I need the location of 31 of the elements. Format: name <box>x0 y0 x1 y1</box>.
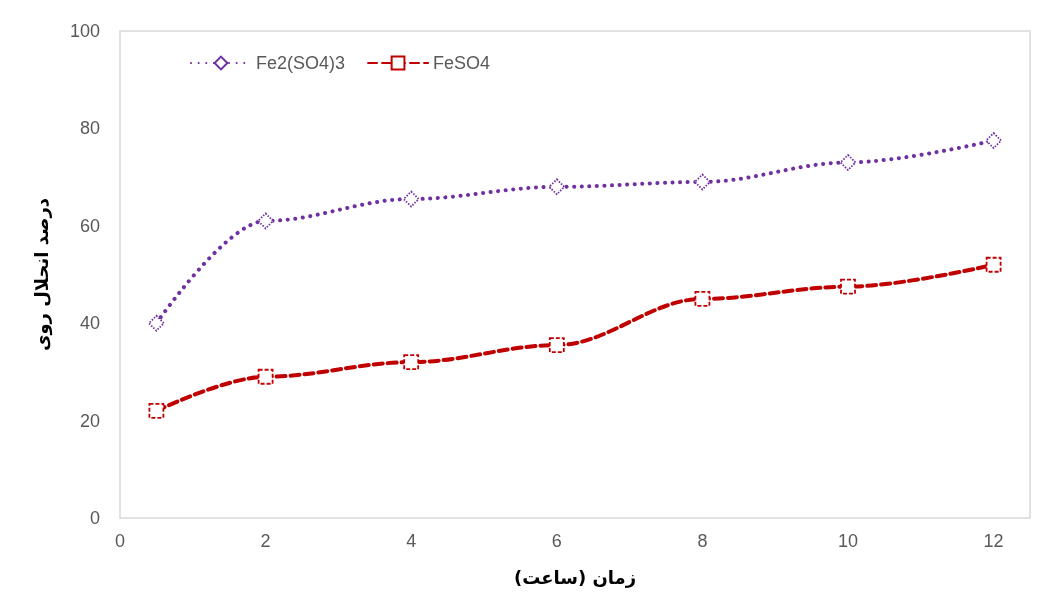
point <box>403 354 420 371</box>
point <box>257 368 274 385</box>
point <box>985 132 1002 149</box>
y-tick-label: 40 <box>79 313 100 334</box>
x-tick-label: 6 <box>551 531 562 551</box>
x-axis-title: زمان (ساعت) <box>513 566 637 588</box>
point <box>402 190 420 208</box>
x-tick-label: 10 <box>837 531 859 551</box>
x-tick-label: 4 <box>406 531 417 551</box>
point <box>257 212 274 230</box>
point <box>985 256 1002 273</box>
point <box>548 337 565 354</box>
y-tick-label: 0 <box>89 508 100 528</box>
y-tick-label: 20 <box>79 410 100 431</box>
y-tick-label: 80 <box>79 118 100 139</box>
point <box>839 154 857 171</box>
y-tick-label: 100 <box>69 21 100 41</box>
y-tick-label: 60 <box>79 215 100 236</box>
legend-label: Fe2(SO4)3 <box>256 53 346 73</box>
point <box>148 314 165 332</box>
x-tick-label: 0 <box>114 531 126 551</box>
x-tick-label: 2 <box>260 531 271 551</box>
point <box>840 278 856 295</box>
point <box>548 178 566 196</box>
y-axis-title: درصد انحلال روی <box>30 197 53 352</box>
point <box>148 402 165 419</box>
x-tick-label: 8 <box>697 531 708 551</box>
point <box>694 173 711 191</box>
x-tick-label: 12 <box>983 531 1004 551</box>
point <box>694 290 711 307</box>
legend-label: FeSO4 <box>433 53 491 73</box>
